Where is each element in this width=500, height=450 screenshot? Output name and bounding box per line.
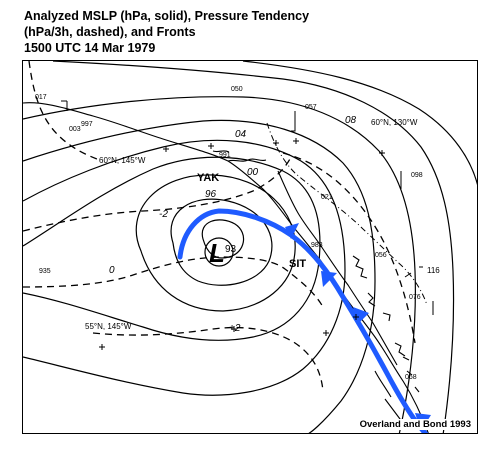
isobars [23,61,477,433]
station-value-021: 021 [321,194,333,201]
station-value-057: 057 [305,104,317,111]
map-title: Analyzed MSLP (hPa, solid), Pressure Ten… [24,8,464,56]
station-value-003: 003 [69,126,81,133]
front-cold-barb-3 [353,307,369,325]
station-value-050: 050 [231,86,243,93]
station-yak: YAK [197,172,219,184]
isobar-label-04: 04 [235,129,247,140]
station-value-056: 056 [375,252,387,259]
tendency-label-minus2: -2 [159,209,168,220]
credit-label: Overland and Bond 1993 [357,419,473,430]
graticule-label-55n-145w: 55°N, 145°W [85,322,132,331]
low-value: 93 [225,244,237,255]
graticule-label-60n-145w: 60°N, 145°W [99,156,146,165]
station-value-997: 997 [81,121,93,128]
title-line-1: Analyzed MSLP (hPa, solid), Pressure Ten… [24,9,310,23]
graticule-label-60n-130w: 60°N, 130°W [371,118,418,127]
title-line-2: (hPa/3h, dashed), and Fronts [24,25,196,39]
station-value-017: 017 [35,94,47,101]
station-value-098: 098 [411,172,423,179]
station-value-935: 935 [39,268,51,275]
station-value-076: 076 [409,294,421,301]
low-center: L 93 [204,237,237,268]
map-canvas: L 93 YAK SIT 60°N, 145°W 60°N, 130°W 55°… [23,61,477,433]
political-border [266,122,428,306]
station-value-116: 116 [427,266,440,275]
tendency-lines [23,61,416,392]
front [177,208,431,433]
front-line [177,208,429,433]
plus-markers [99,138,385,350]
station-sit: SIT [289,258,306,270]
title-line-3: 1500 UTC 14 Mar 1979 [24,41,156,55]
weather-map: L 93 YAK SIT 60°N, 145°W 60°N, 130°W 55°… [22,60,478,434]
station-value-068: 068 [405,374,417,381]
front-cold-barb-2 [321,271,337,287]
isobar-label-96: 96 [205,189,217,200]
isobar-label-00: 00 [247,167,259,178]
isobar-label-08: 08 [345,115,357,126]
station-value-991: 991 [219,152,231,159]
station-values: 017 997 003 050 057 991 021 098 983 056 … [35,86,440,381]
station-plots [61,100,434,315]
tendency-label-zero: 0 [109,265,115,276]
station-value-983: 983 [311,242,323,249]
front-cold-barb-1 [285,223,299,239]
low-symbol: L [209,238,225,268]
